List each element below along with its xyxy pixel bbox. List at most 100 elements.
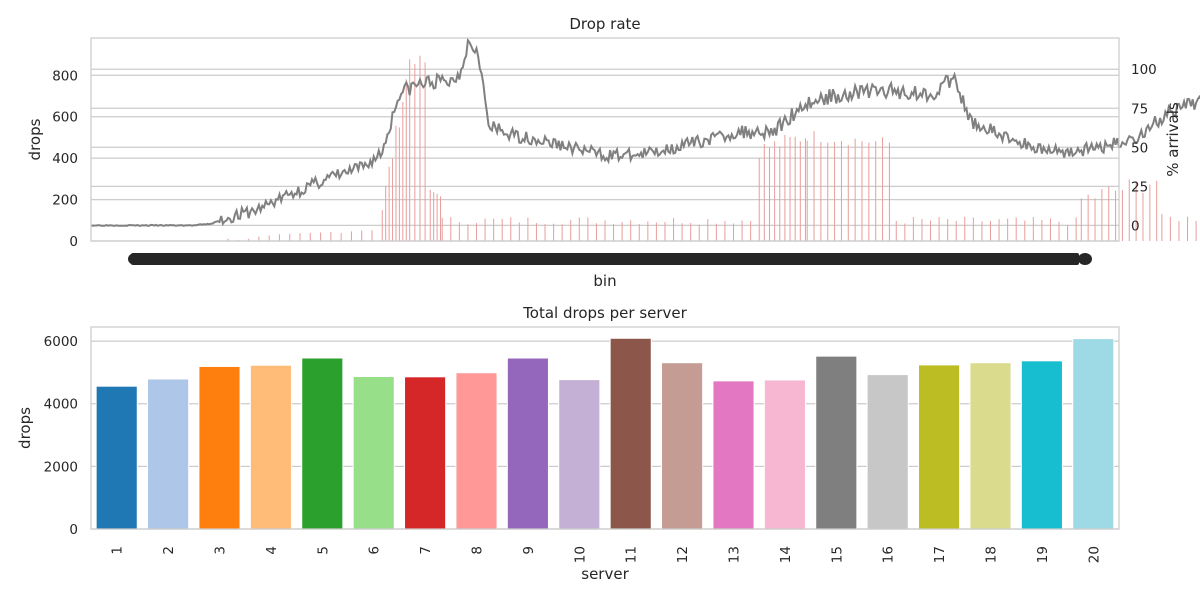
bottom-x-tick-label: 13 [727,546,743,563]
top-bar [847,145,849,241]
bar-server-2 [147,378,190,530]
top-bar [1032,216,1034,241]
top-bar [707,219,709,241]
top-bar [861,141,863,241]
bottom-y-tick-label: 6000 [44,334,78,350]
bar-server-13 [712,380,755,530]
bar-server-10 [558,379,601,530]
top-bar [964,216,966,241]
top-bar [587,217,589,241]
bottom-y-tick-label: 2000 [44,459,78,475]
top-bar [309,232,311,241]
top-bar [630,220,632,241]
top-bar [258,236,260,241]
top-bar [1195,220,1197,241]
top-y-tick-label: 800 [52,68,78,84]
top-x-axis-label: bin [593,272,616,290]
bar-server-9 [506,357,549,530]
bar-server-4 [249,364,292,530]
bottom-x-tick-label: 17 [932,546,948,563]
top-bar [385,185,387,241]
top-bar [1149,184,1151,241]
bottom-bars [95,337,1115,530]
top-bar [799,141,801,241]
bar-server-17 [918,364,961,530]
bottom-x-tick-label: 5 [315,546,331,555]
bottom-chart-title: Total drops per server [522,304,687,322]
top-bar [1108,186,1110,241]
top-bar [813,131,815,241]
top-y2-tick-label: 25 [1131,179,1148,195]
drop-rate-chart: 0 200 400 600 800 0 25 50 75 100 Drop rate bin d… [26,15,1200,290]
top-bar [578,217,580,241]
top-bar [467,224,469,241]
top-bar [947,219,949,241]
top-bar [1087,194,1089,241]
top-bar [501,218,503,241]
bottom-y-tick-label: 0 [69,522,78,538]
top-bar [392,158,394,241]
top-bar [429,189,431,241]
top-bar [834,141,836,241]
top-y2-tick-label: 0 [1131,218,1140,234]
top-bar [268,235,270,241]
top-bar [381,210,383,241]
top-bar [248,238,250,241]
top-bar [1178,221,1180,241]
top-bar [604,220,606,241]
top-bar [1067,224,1069,241]
top-bar [1156,180,1158,241]
top-bar [433,192,435,241]
top-bar [1024,220,1026,241]
top-bar [535,223,537,241]
top-bar [441,217,443,241]
top-bar [868,142,870,241]
top-bar [904,223,906,241]
bottom-x-ticks: 1 2 3 4 5 6 7 8 9 10 11 12 13 14 15 16 17 18 19 20 [110,546,1103,563]
top-grid [91,68,1119,242]
top-bar [1101,189,1103,241]
bar-server-3 [198,365,241,530]
top-series-line [90,37,1200,227]
top-bar [1041,219,1043,241]
top-bar [1187,216,1189,241]
top-y-axis-label: drops [26,118,44,160]
bottom-x-tick-label: 16 [881,546,897,563]
bottom-y-axis-label: drops [16,407,34,449]
top-bar [794,136,796,241]
top-x-ticks [128,253,1092,265]
top-y2-tick-label: 100 [1131,62,1157,78]
top-bar [673,217,675,241]
top-bar [664,221,666,241]
top-bar [350,231,352,241]
top-bar [289,233,291,241]
top-bar [561,224,563,241]
top-bar [419,55,421,241]
top-bars [227,55,1197,242]
top-bar [414,64,416,241]
top-bar [763,144,765,241]
top-x-tick-labels-overlapping [131,253,1079,265]
top-bar [1094,198,1096,241]
top-bar [458,222,460,241]
top-y-tick-label: 0 [69,234,78,250]
top-bar [972,217,974,241]
top-y-tick-label: 400 [52,151,78,167]
top-bar [715,223,717,241]
top-line-group [90,37,1200,227]
top-bar [854,138,856,241]
top-bar [981,221,983,241]
top-bar [930,220,932,241]
top-bar [875,141,877,241]
top-bar [827,142,829,241]
top-bar [690,223,692,241]
bottom-x-tick-label: 12 [675,546,691,563]
bar-server-20 [1072,338,1115,530]
bottom-y-ticks: 0 2000 4000 6000 [44,334,78,538]
top-bar [768,147,770,241]
top-bar [779,146,781,241]
bar-server-15 [815,355,858,530]
bar-server-11 [609,337,652,530]
top-bar [278,234,280,241]
top-bar [938,217,940,241]
